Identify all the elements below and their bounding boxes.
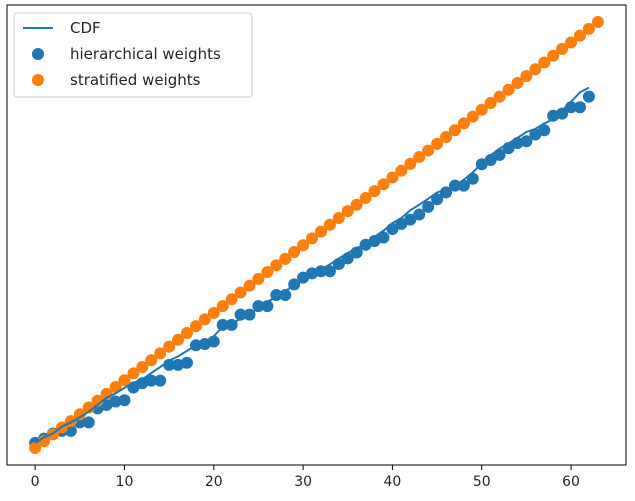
stratified-point — [91, 394, 104, 407]
stratified-point — [574, 29, 586, 42]
stratified-point — [582, 22, 595, 35]
stratified-point — [377, 178, 390, 191]
stratified-point — [180, 326, 193, 339]
hierarchical-point — [118, 394, 131, 407]
hierarchical-point — [395, 217, 408, 230]
stratified-point — [448, 124, 461, 137]
x-tick-label: 40 — [384, 474, 402, 490]
stratified-point — [359, 191, 372, 204]
legend: CDF hierarchical weights stratified weig… — [13, 12, 253, 98]
x-axis: 0 10 20 30 40 50 60 — [31, 465, 580, 490]
hierarchical-point — [377, 231, 390, 244]
stratified-point — [475, 103, 488, 116]
stratified-point — [207, 306, 220, 319]
stratified-point — [493, 90, 506, 103]
plot-area — [29, 16, 604, 454]
stratified-point — [172, 333, 185, 346]
stratified-point — [341, 205, 354, 218]
hierarchical-point — [323, 265, 336, 278]
hierarchical-point — [556, 107, 569, 120]
hierarchical-point — [520, 135, 533, 148]
cdf-line — [34, 86, 590, 444]
x-tick-label: 10 — [116, 474, 134, 490]
stratified-point — [440, 131, 453, 144]
stratified-point — [297, 239, 310, 252]
hierarchical-point — [582, 90, 595, 103]
hierarchical-point — [413, 208, 426, 221]
axes-frame — [6, 4, 627, 466]
stratified-point — [413, 151, 426, 164]
stratified-point — [565, 36, 578, 49]
stratified-point — [395, 164, 408, 177]
x-tick-label: 30 — [294, 474, 312, 490]
stratified-point — [270, 259, 283, 272]
stratified-point — [243, 279, 256, 292]
hierarchical-point — [431, 193, 444, 206]
stratified-point — [189, 320, 202, 333]
stratified-point — [520, 70, 533, 83]
stratified-point — [484, 96, 497, 109]
hierarchical-point — [574, 101, 586, 114]
stratified-point — [466, 110, 479, 123]
stratified-point — [368, 185, 381, 198]
legend-stratified-dot-swatch — [32, 74, 44, 86]
stratified-point — [431, 137, 444, 150]
x-tick-label: 50 — [473, 474, 491, 490]
stratified-point — [404, 157, 417, 170]
stratified-point — [279, 252, 292, 265]
stratified-point — [198, 313, 211, 326]
stratified-point — [136, 361, 149, 374]
stratified-point — [225, 293, 238, 306]
hierarchical-point — [422, 200, 435, 213]
stratified-point — [145, 354, 158, 367]
stratified-point — [332, 211, 345, 224]
legend-stratified-label: stratified weights — [70, 71, 201, 89]
hierarchical-point — [216, 318, 229, 331]
stratified-point — [154, 347, 167, 360]
hierarchical-point — [538, 124, 551, 137]
stratified-point — [118, 374, 131, 387]
legend-box — [13, 12, 253, 98]
hierarchical-point — [145, 374, 158, 387]
stratified-point — [163, 340, 176, 353]
stratified-point — [29, 441, 42, 454]
legend-hierarchical-label: hierarchical weights — [70, 45, 221, 63]
hierarchical-point — [252, 300, 265, 313]
stratified-point — [216, 300, 229, 313]
stratified-point — [261, 266, 274, 279]
stratified-point — [547, 49, 560, 62]
stratified-point — [386, 171, 399, 184]
legend-hierarchical-dot-swatch — [32, 48, 44, 60]
hierarchical-point — [404, 213, 417, 226]
x-tick-label: 20 — [205, 474, 223, 490]
x-tick-label: 0 — [31, 474, 40, 490]
stratified-point — [502, 83, 515, 96]
stratified-point — [314, 225, 327, 238]
hierarchical-point — [154, 374, 167, 387]
stratified-point — [306, 232, 319, 245]
stratified-point — [422, 144, 435, 157]
stratified-point — [511, 76, 524, 89]
stratified-point — [127, 367, 140, 380]
stratified-point — [538, 56, 551, 69]
hierarchical-point — [529, 128, 542, 141]
stratified-point — [252, 272, 265, 285]
stratified-point — [73, 408, 86, 421]
stratified-point — [591, 16, 604, 29]
stratified-point — [234, 286, 247, 299]
hierarchical-point — [109, 395, 122, 408]
stratified-point — [556, 42, 569, 55]
legend-cdf-label: CDF — [70, 19, 101, 37]
stratified-point — [529, 63, 542, 76]
x-tick-label: 60 — [562, 474, 580, 490]
hierarchical-point — [180, 356, 193, 369]
stratified-point — [350, 198, 363, 211]
hierarchical-point — [82, 416, 95, 429]
stratified-point — [288, 246, 301, 259]
stratified-point — [323, 218, 336, 231]
stratified-point — [109, 381, 122, 394]
stratified-point — [457, 117, 470, 130]
